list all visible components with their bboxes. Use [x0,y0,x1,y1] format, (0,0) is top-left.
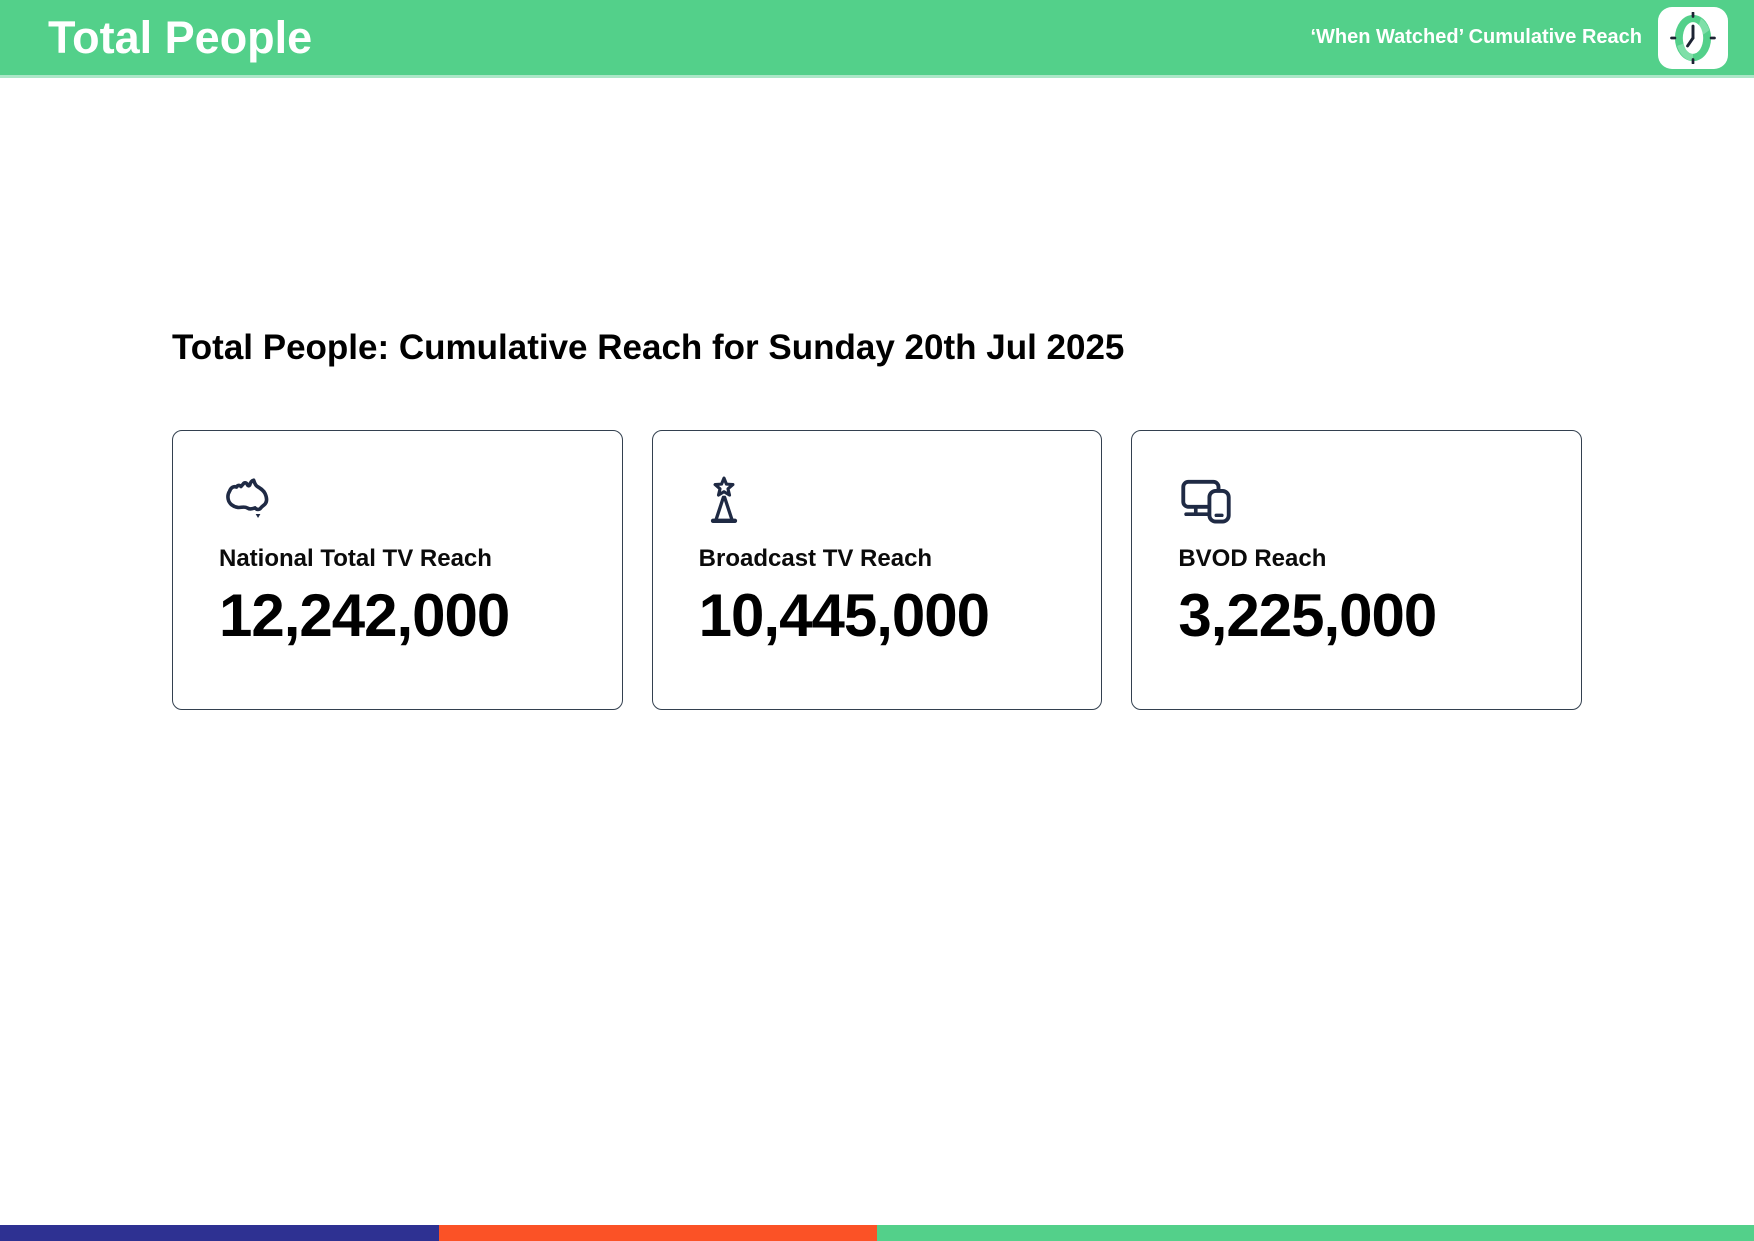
kpi-card-broadcast-tv-reach: Broadcast TV Reach 10,445,000 [651,430,1103,710]
kpi-value: 3,225,000 [1178,582,1437,649]
header-subtitle: ‘When Watched’ Cumulative Reach [1310,26,1642,48]
report-heading: Total People: Cumulative Reach for Sunda… [172,328,1125,367]
kpi-label: BVOD Reach [1178,545,1327,572]
broadcast-tower-icon [699,475,1056,525]
kpi-cards-row: National Total TV Reach 12,242,000 Broad… [172,430,1583,710]
kpi-label: Broadcast TV Reach [698,545,933,572]
footer-segment-blue [0,1225,439,1241]
australia-map-icon [219,475,576,525]
footer-brand-bar [0,1225,1754,1241]
report-body: Total People: Cumulative Reach for Sunda… [0,328,1754,710]
devices-icon [1178,475,1535,525]
kpi-card-national-total-tv-reach: National Total TV Reach 12,242,000 [172,430,623,710]
page-title: Total People [48,12,313,63]
kpi-card-bvod-reach: BVOD Reach 3,225,000 [1131,430,1583,710]
footer-segment-orange [438,1225,877,1241]
footer-segment-green [877,1225,1754,1241]
kpi-value: 10,445,000 [698,582,990,649]
clock-icon [1658,6,1728,69]
app-header: Total People ‘When Watched’ Cumulative R… [0,0,1754,78]
kpi-value: 12,242,000 [219,582,510,649]
header-right: ‘When Watched’ Cumulative Reach [1310,6,1728,69]
kpi-label: National Total TV Reach [219,545,492,572]
